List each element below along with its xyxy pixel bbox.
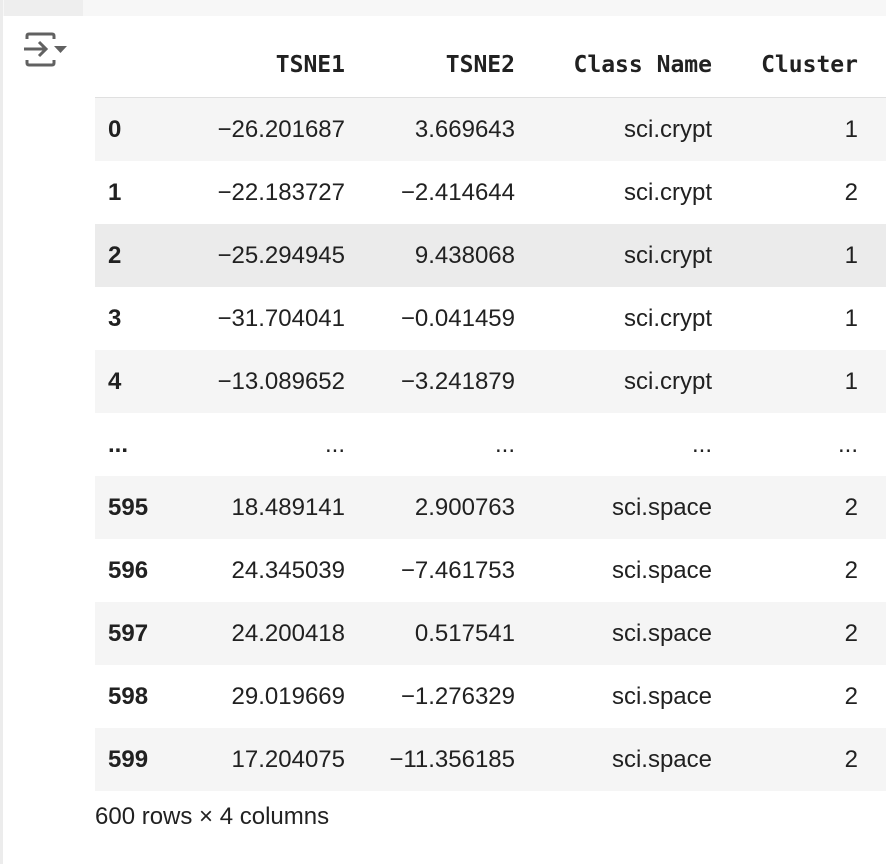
class-name-cell: sci.space [527, 728, 724, 791]
row-index: 2 [95, 224, 170, 287]
table-row: 0 −26.201687 3.669643 sci.crypt 1 [95, 97, 886, 161]
tsne2-cell: 2.900763 [357, 476, 527, 539]
cluster-cell: 2 [724, 476, 886, 539]
row-index: 598 [108, 682, 149, 710]
tsne2-cell: 0.517541 [357, 602, 527, 665]
class-name-cell: sci.crypt [527, 97, 724, 161]
row-index: 1 [108, 178, 122, 206]
convert-table-icon [24, 32, 67, 67]
tsne2-cell: −0.041459 [400, 304, 515, 332]
cell-gutter-top [4, 0, 83, 16]
table-header-row: TSNE1 TSNE2 Class Name Cluster [95, 32, 886, 98]
table-row: 596 24.345039 −7.461753 sci.space 2 [95, 539, 886, 602]
tsne1-cell: −13.089652 [170, 350, 357, 413]
table-row: 597 24.200418 0.517541 sci.space 2 [95, 602, 886, 665]
cell-left-border [0, 0, 3, 864]
row-index: 595 [95, 476, 170, 539]
class-name-cell: sci.space [611, 682, 712, 710]
convert-table-button[interactable] [22, 32, 68, 70]
tsne2-cell: −1.276329 [400, 682, 515, 710]
tsne2-cell: ... [494, 430, 515, 458]
row-index: 596 [108, 556, 149, 584]
tsne2-cell: −3.241879 [357, 350, 527, 413]
tsne2-cell: 3.669643 [357, 97, 527, 161]
table-row: 4 −13.089652 −3.241879 sci.crypt 1 [95, 350, 886, 413]
tsne2-cell: −11.356185 [357, 728, 527, 791]
row-index: 3 [108, 304, 122, 332]
class-name-cell: sci.crypt [527, 350, 724, 413]
tsne1-cell: 17.204075 [170, 728, 357, 791]
class-name-cell: ... [691, 430, 712, 458]
cluster-cell: 1 [724, 97, 886, 161]
table-row: ............... [95, 413, 886, 476]
tsne1-cell: −31.704041 [217, 304, 345, 332]
table-row: 598 29.019669 −1.276329 sci.space 2 [95, 665, 886, 728]
tsne1-cell: 18.489141 [170, 476, 357, 539]
column-header-tsne1: TSNE1 [170, 32, 357, 98]
cell-top-band [0, 0, 886, 16]
column-header-tsne2: TSNE2 [357, 32, 527, 98]
class-name-cell: sci.space [527, 476, 724, 539]
class-name-cell: sci.space [527, 602, 724, 665]
cluster-cell: 2 [724, 728, 886, 791]
table-row: 595 18.489141 2.900763 sci.space 2 [95, 476, 886, 539]
tsne2-cell: 9.438068 [357, 224, 527, 287]
cluster-cell: 1 [844, 304, 858, 332]
table-row: 3 −31.704041 −0.041459 sci.crypt 1 [95, 287, 886, 350]
dataframe-shape: 600 rows × 4 columns [95, 803, 330, 830]
row-index: 597 [95, 602, 170, 665]
tsne2-cell: −2.414644 [400, 178, 515, 206]
index-header [95, 32, 170, 98]
tsne1-cell: −25.294945 [170, 224, 357, 287]
cluster-cell: 2 [724, 602, 886, 665]
dataframe-table: TSNE1 TSNE2 Class Name Cluster 0 −26.2016… [95, 32, 886, 791]
cluster-cell: 1 [724, 350, 886, 413]
cluster-cell: 1 [724, 224, 886, 287]
tsne1-cell: ... [324, 430, 345, 458]
tsne1-cell: −26.201687 [170, 97, 357, 161]
tsne1-cell: 24.200418 [170, 602, 357, 665]
row-index: 4 [95, 350, 170, 413]
cluster-cell: 2 [844, 682, 858, 710]
tsne2-cell: −7.461753 [400, 556, 515, 584]
table-row: 2 −25.294945 9.438068 sci.crypt 1 [95, 224, 886, 287]
class-name-cell: sci.space [611, 556, 712, 584]
column-header-class-name: Class Name [527, 32, 724, 98]
table-row: 1 −22.183727 −2.414644 sci.crypt 2 [95, 161, 886, 224]
class-name-cell: sci.crypt [623, 304, 712, 332]
row-index: 0 [95, 97, 170, 161]
class-name-cell: sci.crypt [527, 224, 724, 287]
cluster-cell: ... [837, 430, 858, 458]
tsne1-cell: 29.019669 [231, 682, 345, 710]
table-row: 599 17.204075 −11.356185 sci.space 2 [95, 728, 886, 791]
cluster-cell: 2 [844, 556, 858, 584]
class-name-cell: sci.crypt [623, 178, 712, 206]
cluster-cell: 2 [844, 178, 858, 206]
row-index: ... [108, 430, 129, 458]
tsne1-cell: −22.183727 [217, 178, 345, 206]
column-header-cluster: Cluster [724, 32, 886, 98]
row-index: 599 [95, 728, 170, 791]
tsne1-cell: 24.345039 [231, 556, 345, 584]
